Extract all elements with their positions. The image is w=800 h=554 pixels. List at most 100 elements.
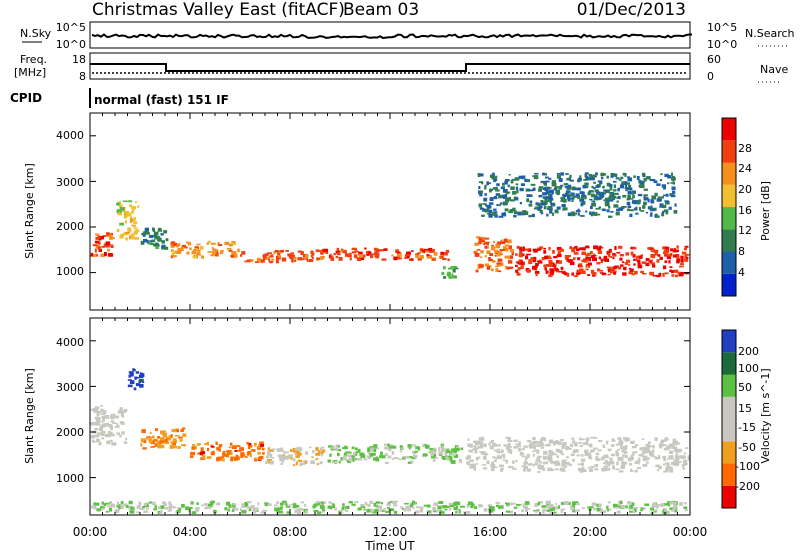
data-cell	[542, 187, 548, 190]
data-cell	[567, 447, 572, 450]
data-cell	[671, 172, 673, 176]
data-cell	[439, 454, 443, 456]
data-cell	[419, 508, 423, 513]
data-cell	[467, 443, 471, 447]
data-cell	[245, 456, 248, 458]
data-cell	[268, 261, 274, 263]
data-cell	[649, 178, 653, 181]
data-cell	[507, 436, 511, 441]
data-cell	[550, 271, 555, 273]
data-cell	[94, 241, 99, 244]
data-cell	[579, 175, 582, 179]
data-cell	[530, 183, 536, 186]
velocity-cb-tick-m100: -100	[735, 460, 760, 473]
data-cell	[480, 207, 483, 210]
data-cell	[170, 441, 174, 444]
data-cell	[579, 265, 584, 268]
data-cell	[97, 410, 101, 414]
data-cell	[344, 250, 347, 254]
data-cell	[603, 454, 609, 458]
data-cell	[500, 241, 506, 245]
data-cell	[668, 206, 672, 210]
data-cell	[334, 507, 337, 511]
data-cell	[355, 450, 359, 454]
data-cell	[647, 198, 650, 203]
data-cell	[508, 260, 513, 264]
data-cell	[525, 179, 530, 183]
data-cell	[500, 239, 503, 243]
data-cell	[102, 410, 107, 414]
data-cell	[386, 503, 391, 507]
data-cell	[454, 447, 460, 452]
data-cell	[315, 249, 320, 253]
data-cell	[566, 273, 570, 277]
data-cell	[669, 501, 674, 505]
data-cell	[557, 505, 560, 509]
data-cell	[279, 458, 282, 462]
data-cell	[309, 446, 312, 449]
data-cell	[410, 258, 414, 261]
data-cell	[196, 243, 201, 246]
data-cell	[649, 209, 655, 212]
data-cell	[338, 256, 343, 261]
data-cell	[466, 504, 470, 508]
data-cell	[133, 217, 136, 221]
data-cell	[269, 455, 273, 458]
data-cell	[635, 212, 639, 215]
data-cell	[501, 212, 505, 216]
data-cell	[425, 444, 430, 449]
data-cell	[240, 254, 243, 257]
data-cell	[521, 211, 526, 215]
data-cell	[351, 248, 356, 251]
data-cell	[652, 445, 655, 449]
data-cell	[619, 456, 622, 461]
data-cell	[364, 501, 368, 506]
data-cell	[570, 453, 575, 456]
data-cell	[515, 264, 518, 267]
data-cell	[496, 183, 500, 187]
data-cell	[423, 453, 428, 457]
data-cell	[585, 175, 589, 180]
data-cell	[120, 234, 124, 238]
data-cell	[683, 452, 687, 455]
data-cell	[399, 506, 404, 509]
data-cell	[207, 447, 210, 452]
data-cell	[135, 371, 140, 374]
data-cell	[231, 251, 237, 256]
data-cell	[210, 242, 216, 245]
data-cell	[506, 239, 512, 244]
data-cell	[92, 254, 97, 257]
data-cell	[629, 441, 634, 444]
data-cell	[255, 261, 259, 263]
data-cell	[552, 203, 556, 205]
data-cell	[178, 507, 182, 511]
data-cell	[618, 470, 624, 473]
data-cell	[532, 258, 537, 263]
data-cell	[441, 456, 447, 459]
data-cell	[271, 448, 276, 451]
data-cell	[499, 253, 503, 256]
data-cell	[575, 210, 581, 213]
data-cell	[200, 447, 204, 452]
data-cell	[538, 205, 543, 208]
data-cell	[190, 501, 194, 505]
data-cell	[152, 227, 155, 231]
data-cell	[440, 255, 443, 259]
data-cell	[404, 256, 408, 259]
data-cell	[552, 263, 555, 267]
data-cell	[129, 373, 134, 377]
data-cell	[114, 415, 118, 419]
data-cell	[478, 504, 483, 508]
data-cell	[254, 442, 257, 447]
data-cell	[496, 448, 500, 451]
data-cell	[298, 510, 302, 513]
data-cell	[638, 454, 643, 457]
data-cell	[321, 248, 326, 253]
data-cell	[125, 438, 128, 441]
data-cell	[349, 252, 352, 257]
data-cell	[188, 510, 191, 513]
data-cell	[611, 270, 617, 273]
data-cell	[487, 508, 491, 511]
data-cell	[627, 184, 632, 188]
colorbar-segment	[722, 207, 736, 230]
